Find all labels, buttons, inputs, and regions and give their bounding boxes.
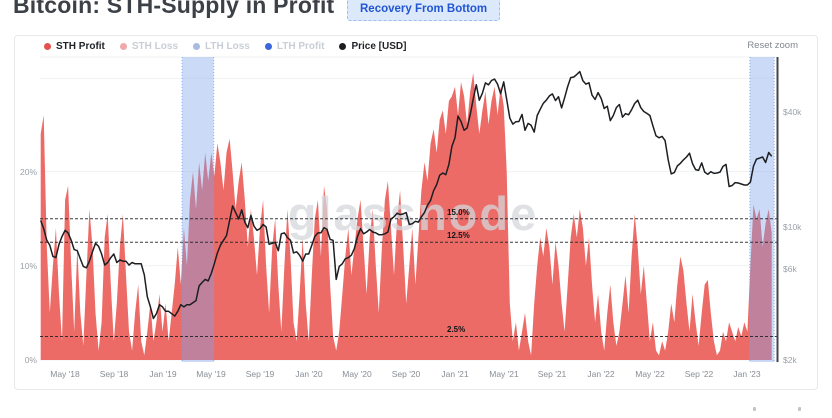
x-axis-tick: Jan '23 [733,369,761,379]
indicator-state-badge[interactable]: Recovery From Bottom [347,0,501,21]
y-axis-tick-right: $40k [783,107,802,118]
x-axis-tick: Jan '22 [587,369,615,379]
y-axis-tick-left: 0% [24,355,37,365]
clipped-footer-mark [753,407,756,411]
x-axis-tick: Sep '22 [684,369,714,379]
x-axis-tick: May '18 [50,369,80,379]
x-axis-tick: Jan '20 [295,369,323,379]
x-axis-tick: Sep '21 [537,369,567,379]
annotation-label: 12.5% [447,231,470,241]
chart-legend: STH Profit STH Loss LTH Loss LTH Profit Pric… [44,41,406,52]
x-axis-tick: May '21 [489,369,519,379]
legend-dot-icon [44,43,51,50]
legend-label: LTH Profit [276,41,325,52]
page-title: Bitcoin: STH-Supply in Profit [13,0,335,18]
x-axis-tick: Sep '20 [391,369,421,379]
legend-item-sth-profit[interactable]: STH Profit [44,41,105,52]
legend-label: STH Loss [131,41,179,52]
legend-dot-icon [264,43,272,50]
legend-item-sth-loss[interactable]: STH Loss [119,41,179,52]
x-axis-tick: Sep '19 [245,369,275,379]
y-axis-tick-right: $6k [783,264,797,275]
legend-item-price-usd-[interactable]: Price [USD] [339,41,406,52]
x-axis-tick: May '22 [635,369,665,379]
annotation-label: 15.0% [447,207,470,217]
legend-dot-icon [339,43,347,50]
legend-item-lth-profit[interactable]: LTH Profit [264,41,325,52]
clipped-footer-mark [798,407,801,411]
legend-dot-icon [119,43,127,50]
chart-card [14,35,818,390]
legend-item-lth-loss[interactable]: LTH Loss [193,41,250,52]
y-axis-tick-right: $10k [783,221,802,232]
x-axis-tick: May '19 [196,369,226,379]
x-axis-tick: Jan '19 [149,369,177,379]
legend-label: LTH Loss [205,41,250,52]
y-axis-tick-left: 10% [19,260,37,271]
y-axis-tick-right: $2k [783,354,797,365]
x-axis-tick: May '20 [342,369,372,379]
x-axis-tick: Jan '21 [441,369,469,379]
legend-label: STH Profit [56,41,105,52]
x-axis-tick: Sep '18 [99,369,129,379]
legend-dot-icon [193,43,201,50]
reset-zoom-button[interactable]: Reset zoom [747,40,798,51]
y-axis-tick-left: 20% [19,166,37,177]
annotation-label: 2.5% [447,325,466,335]
legend-label: Price [USD] [351,41,407,52]
